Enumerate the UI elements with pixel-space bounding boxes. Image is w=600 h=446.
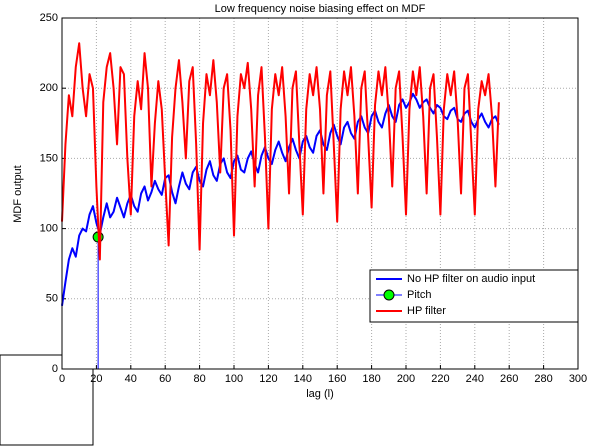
legend-box — [369, 269, 579, 323]
chart-title: Low frequency noise biasing effect on MD… — [215, 3, 426, 15]
y-tick-label: 200 — [40, 82, 58, 94]
x-tick-label: 200 — [397, 373, 415, 385]
legend-label: No HP filter on audio input — [407, 273, 535, 285]
y-tick-label: 0 — [52, 363, 58, 375]
x-tick-label: 40 — [125, 373, 137, 385]
x-tick-label: 240 — [466, 373, 484, 385]
axes-box — [61, 17, 579, 370]
x-tick-label: 120 — [259, 373, 277, 385]
y-tick-label: 50 — [46, 293, 58, 305]
y-tick-label: 100 — [40, 223, 58, 235]
y-tick-label: 250 — [40, 12, 58, 24]
x-tick-label: 100 — [225, 373, 243, 385]
legend-label: Pitch — [407, 289, 431, 301]
x-tick-label: 280 — [534, 373, 552, 385]
x-tick-label: 160 — [328, 373, 346, 385]
series-line — [61, 42, 500, 261]
x-tick-label: 300 — [569, 373, 587, 385]
legend: No HP filter on audio input Pitch HP filte… — [369, 269, 579, 323]
x-tick-label: 260 — [500, 373, 518, 385]
artifact-box — [0, 354, 94, 446]
legend-label: HP filter — [407, 305, 446, 317]
x-tick-label: 80 — [193, 373, 205, 385]
y-tick-label: 150 — [40, 152, 58, 164]
x-tick-label: 220 — [431, 373, 449, 385]
series-line — [61, 92, 500, 306]
x-tick-label: 180 — [362, 373, 380, 385]
y-axis-label: MDF output — [12, 165, 24, 222]
x-tick-label: 140 — [294, 373, 312, 385]
x-axis-label: lag (l) — [306, 388, 334, 400]
x-tick-label: 20 — [90, 373, 102, 385]
x-tick-label: 60 — [159, 373, 171, 385]
x-tick-label: 0 — [59, 373, 65, 385]
plot — [61, 42, 500, 369]
legend-marker — [383, 289, 395, 301]
